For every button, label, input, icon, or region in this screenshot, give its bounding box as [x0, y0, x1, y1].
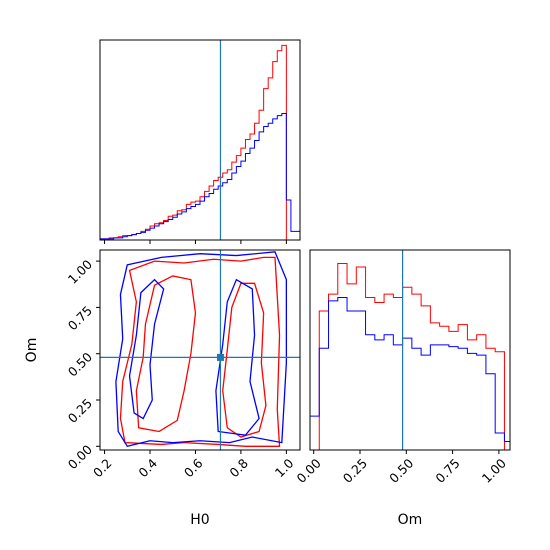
om-tick-label: 1.00: [65, 257, 95, 287]
h0-tick-label: 0.6: [181, 455, 206, 480]
om-x-tick-label: 1.00: [479, 455, 509, 485]
om-histogram-red: [310, 263, 510, 451]
contour-red-inner: [135, 275, 197, 433]
h0-histogram-blue: [99, 113, 301, 240]
om-histogram-blue: [309, 296, 511, 450]
om-histogram-panel: 0.00 0.25 0.50 0.75 1.00: [294, 249, 511, 486]
om-x-tick-label: 0.00: [294, 455, 324, 485]
contour-blue-inner: [128, 278, 165, 420]
x-axis-label-h0: H0: [190, 512, 209, 528]
h0-histogram-red: [99, 44, 300, 241]
contour-red-outer: [119, 256, 281, 447]
h0-histogram-panel: [99, 39, 301, 244]
om-x-tick-label: 0.75: [432, 456, 462, 486]
h0-tick-label: 1.0: [272, 455, 297, 480]
contour-frame: [99, 249, 301, 451]
om-histogram-frame: [309, 249, 511, 451]
om-tick-label: 0.75: [65, 303, 95, 333]
om-tick-label: 0.50: [65, 349, 95, 379]
h0-tick-label: 0.4: [135, 455, 160, 480]
truth-marker: [216, 353, 224, 361]
y-axis-label-om: Om: [24, 338, 40, 363]
om-tick-label: 0.25: [65, 396, 95, 426]
contour-blue-outer: [115, 251, 288, 448]
h0-histogram-frame: [99, 39, 301, 241]
h0-tick-label: 0.2: [90, 456, 115, 481]
h0-om-contour-panel: 0.2 0.4 0.6 0.8 1.0 0.00 0.25 0.50 0.75 1.00: [65, 249, 301, 481]
contour-red-inner: [222, 282, 267, 438]
om-x-tick-label: 0.50: [386, 455, 416, 485]
om-x-tick-label: 0.25: [340, 456, 370, 486]
x-axis-label-om: Om: [398, 512, 423, 528]
h0-tick-label: 0.8: [226, 455, 251, 480]
om-tick-label: 0.00: [65, 442, 95, 472]
